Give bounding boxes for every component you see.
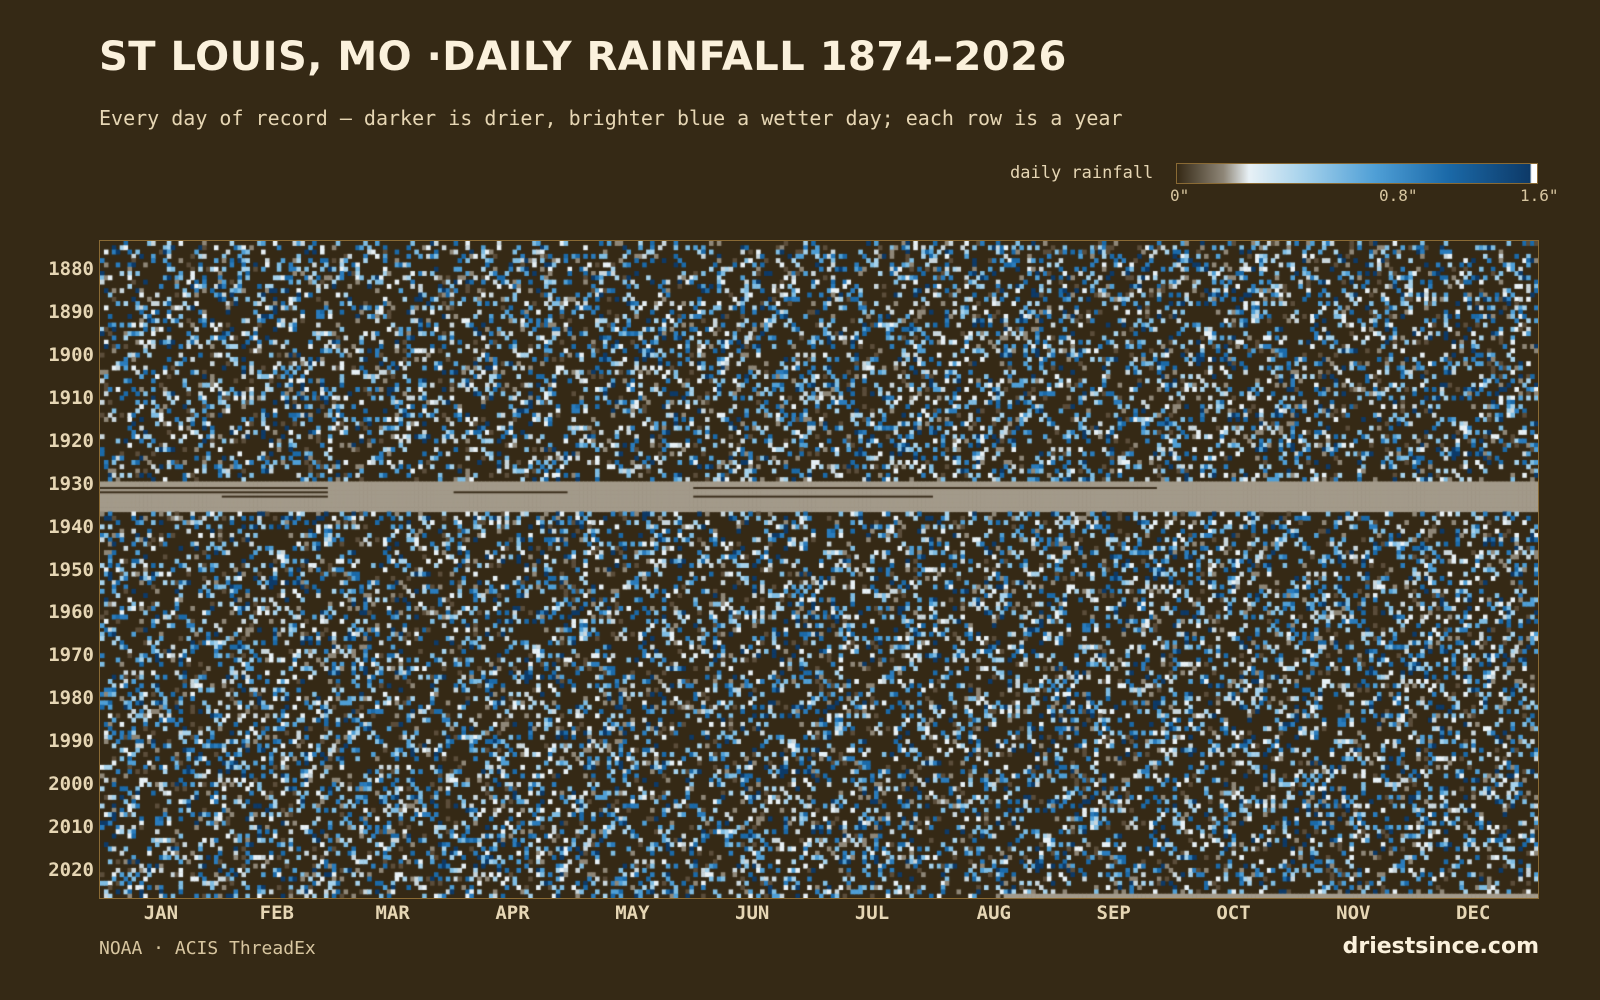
legend-tick-mid: 0.8" (1379, 186, 1418, 205)
y-tick-label: 1910 (48, 386, 94, 409)
y-tick-label: 1960 (48, 601, 94, 624)
data-source: NOAA · ACIS ThreadEx (99, 938, 316, 959)
x-tick-label: JUL (854, 902, 890, 924)
x-tick-label: MAY (615, 902, 650, 924)
chart-title: ST LOUIS, MO ·DAILY RAINFALL 1874–2026 (99, 34, 1067, 80)
x-tick-label: SEP (1096, 902, 1131, 924)
x-tick-label: FEB (259, 902, 294, 924)
y-tick-label: 1950 (48, 558, 94, 581)
heatmap-plot-area (99, 240, 1539, 899)
x-tick-label: APR (495, 902, 530, 924)
x-tick-label: DEC (1456, 902, 1491, 924)
y-tick-label: 2020 (48, 859, 94, 882)
y-tick-label: 1880 (48, 257, 94, 280)
y-tick-label: 1940 (48, 515, 94, 538)
y-tick-label: 1920 (48, 429, 94, 452)
legend-label: daily rainfall (1010, 163, 1154, 183)
x-tick-label: MAR (375, 902, 410, 924)
legend-tick-min: 0" (1170, 186, 1190, 205)
rainfall-heatmap-canvas (100, 241, 1538, 898)
y-tick-label: 1990 (48, 730, 94, 753)
y-tick-label: 1980 (48, 687, 94, 710)
y-tick-label: 2010 (48, 816, 94, 839)
x-tick-label: OCT (1216, 902, 1251, 924)
x-tick-label: JAN (143, 902, 179, 924)
x-tick-label: JUN (735, 902, 770, 924)
y-tick-label: 1930 (48, 472, 94, 495)
x-tick-label: AUG (976, 902, 1011, 924)
brand-link[interactable]: driestsince.com (1342, 934, 1539, 959)
chart-subtitle: Every day of record — darker is drier, b… (99, 106, 1123, 130)
y-tick-label: 2000 (48, 773, 94, 796)
y-tick-label: 1890 (48, 300, 94, 323)
x-tick-label: NOV (1336, 902, 1371, 924)
y-tick-label: 1900 (48, 343, 94, 366)
y-tick-label: 1970 (48, 644, 94, 667)
legend-tick-max: 1.6" (1520, 186, 1559, 205)
legend-color-bar (1176, 163, 1538, 184)
